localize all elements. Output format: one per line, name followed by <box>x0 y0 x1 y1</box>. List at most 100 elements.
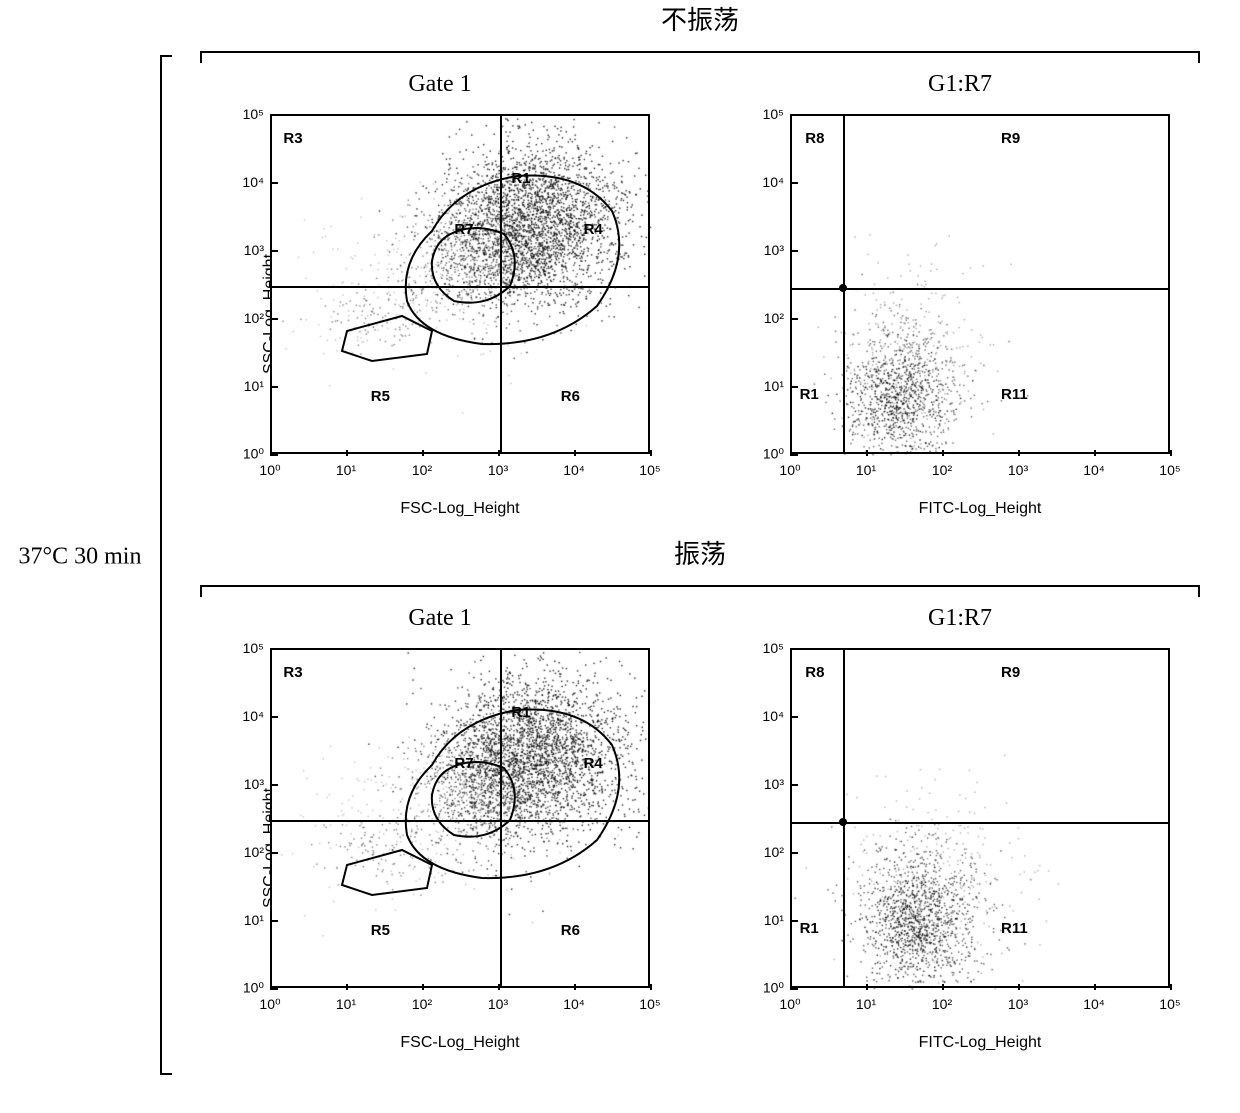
axis-tick-mark <box>792 648 798 650</box>
region-label-r3: R3 <box>283 664 302 681</box>
axis-tick-mark <box>498 450 500 456</box>
x-axis-label: FITC-Log_Height <box>790 500 1170 518</box>
region-label-r11: R11 <box>1001 386 1028 403</box>
quadrant-vertical-line <box>500 116 502 452</box>
section-title-1: 不振荡 <box>170 0 1230 37</box>
axis-tick-label: 10⁰ <box>763 446 784 463</box>
axis-tick-label: 10³ <box>1008 996 1028 1012</box>
quadrant-horizontal-line <box>792 822 1168 824</box>
region-label-r10: R1 <box>800 386 819 403</box>
x-axis-label: FSC-Log_Height <box>270 500 650 518</box>
x-axis-label: FSC-Log_Height <box>270 1034 650 1052</box>
axis-tick-mark <box>790 984 792 990</box>
axis-tick-label: 10⁴ <box>563 996 585 1012</box>
region-label-r9: R9 <box>1001 130 1020 147</box>
figure-main: 不振荡 Gate 1 SSC-Log_Height R3R1R4R7R5R6 1… <box>170 0 1230 1068</box>
axis-tick-mark <box>1170 984 1172 990</box>
axis-tick-label: 10⁴ <box>762 174 784 190</box>
axis-tick-label: 10² <box>764 844 784 860</box>
axis-tick-label: 10⁵ <box>639 462 660 478</box>
axis-tick-mark <box>792 716 798 718</box>
axis-tick-mark <box>650 984 652 990</box>
axis-tick-mark <box>272 648 278 650</box>
axis-tick-label: 10³ <box>1008 462 1028 478</box>
region-label-r5: R5 <box>371 922 390 939</box>
axis-tick-label: 10¹ <box>336 462 356 478</box>
region-label-r10: R1 <box>800 920 819 937</box>
axis-tick-mark <box>792 920 798 922</box>
axis-tick-label: 10² <box>412 996 432 1012</box>
axis-tick-mark <box>650 450 652 456</box>
axis-tick-mark <box>1018 450 1020 456</box>
axis-tick-label: 10⁵ <box>763 106 784 122</box>
axis-tick-label: 10⁵ <box>1159 996 1180 1012</box>
axis-tick-label: 10¹ <box>764 378 784 394</box>
axis-tick-label: 10³ <box>488 462 508 478</box>
axis-tick-label: 10² <box>764 310 784 326</box>
quadrant-horizontal-line <box>792 288 1168 290</box>
panel-g1r7-bottom: G1:R7 RPE-TR-Log_Height R8R9R1R11 10⁰10¹… <box>720 605 1200 1058</box>
panel-title: G1:R7 <box>720 71 1200 98</box>
axis-tick-mark <box>1094 450 1096 456</box>
horizontal-bracket-2 <box>200 575 1200 597</box>
axis-tick-label: 10² <box>932 996 952 1012</box>
scatter-plot-gate1-top: SSC-Log_Height R3R1R4R7R5R6 10⁰10¹10²10³… <box>200 104 680 524</box>
axis-tick-mark <box>792 114 798 116</box>
axis-tick-mark <box>272 716 278 718</box>
scatter-plot-gate1-bottom: SSC-Log_Height R3R1R4R7R5R6 10⁰10¹10²10³… <box>200 638 680 1058</box>
quadrant-vertical-line <box>500 650 502 986</box>
axis-tick-label: 10¹ <box>244 912 264 928</box>
axis-tick-mark <box>790 450 792 456</box>
axis-tick-mark <box>498 984 500 990</box>
axis-tick-label: 10³ <box>244 242 264 258</box>
axis-tick-label: 10⁴ <box>762 708 784 724</box>
axis-tick-label: 10³ <box>488 996 508 1012</box>
panel-g1r7-top: G1:R7 RPE-TR-Log_Height R8R9R1R11 10⁰10¹… <box>720 71 1200 524</box>
panel-gate1-top: Gate 1 SSC-Log_Height R3R1R4R7R5R6 10⁰10… <box>200 71 680 524</box>
axis-tick-mark <box>270 984 272 990</box>
axis-tick-mark <box>272 920 278 922</box>
axis-tick-label: 10⁴ <box>242 174 264 190</box>
region-label-r7: R7 <box>454 221 473 238</box>
side-condition-label: 37°C 30 min <box>0 543 160 570</box>
axis-tick-mark <box>574 450 576 456</box>
quadrant-origin-marker <box>839 818 847 826</box>
axis-tick-mark <box>270 450 272 456</box>
axis-tick-label: 10⁰ <box>779 996 800 1013</box>
region-label-r9: R9 <box>1001 664 1020 681</box>
axis-tick-mark <box>272 386 278 388</box>
axis-tick-label: 10⁰ <box>243 446 264 463</box>
axis-tick-mark <box>942 450 944 456</box>
axis-tick-label: 10⁰ <box>259 462 280 479</box>
axis-tick-label: 10¹ <box>244 378 264 394</box>
panel-row-2: Gate 1 SSC-Log_Height R3R1R4R7R5R6 10⁰10… <box>170 605 1230 1058</box>
axis-tick-label: 10⁴ <box>1083 462 1105 478</box>
region-label-r11: R11 <box>1001 920 1028 937</box>
quadrant-origin-marker <box>839 284 847 292</box>
axis-tick-label: 10⁰ <box>763 980 784 997</box>
axis-tick-label: 10⁴ <box>242 708 264 724</box>
axis-tick-label: 10³ <box>244 776 264 792</box>
axis-tick-mark <box>272 852 278 854</box>
axis-tick-label: 10⁴ <box>1083 996 1105 1012</box>
axis-tick-mark <box>792 250 798 252</box>
axis-tick-label: 10⁰ <box>259 996 280 1013</box>
axis-tick-mark <box>792 318 798 320</box>
panel-title: Gate 1 <box>200 605 680 632</box>
axis-tick-mark <box>942 984 944 990</box>
axis-tick-mark <box>346 984 348 990</box>
axis-tick-mark <box>272 114 278 116</box>
region-label-r7: R7 <box>454 755 473 772</box>
axis-tick-mark <box>422 984 424 990</box>
axis-tick-mark <box>1094 984 1096 990</box>
region-label-r1: R1 <box>511 170 530 187</box>
region-label-r6: R6 <box>561 922 580 939</box>
panel-row-1: Gate 1 SSC-Log_Height R3R1R4R7R5R6 10⁰10… <box>170 71 1230 524</box>
axis-tick-mark <box>866 450 868 456</box>
axis-tick-mark <box>866 984 868 990</box>
axis-tick-mark <box>792 182 798 184</box>
section-title-2: 振荡 <box>170 534 1230 571</box>
axis-tick-label: 10¹ <box>336 996 356 1012</box>
quadrant-horizontal-line <box>272 286 648 288</box>
axis-tick-label: 10² <box>932 462 952 478</box>
